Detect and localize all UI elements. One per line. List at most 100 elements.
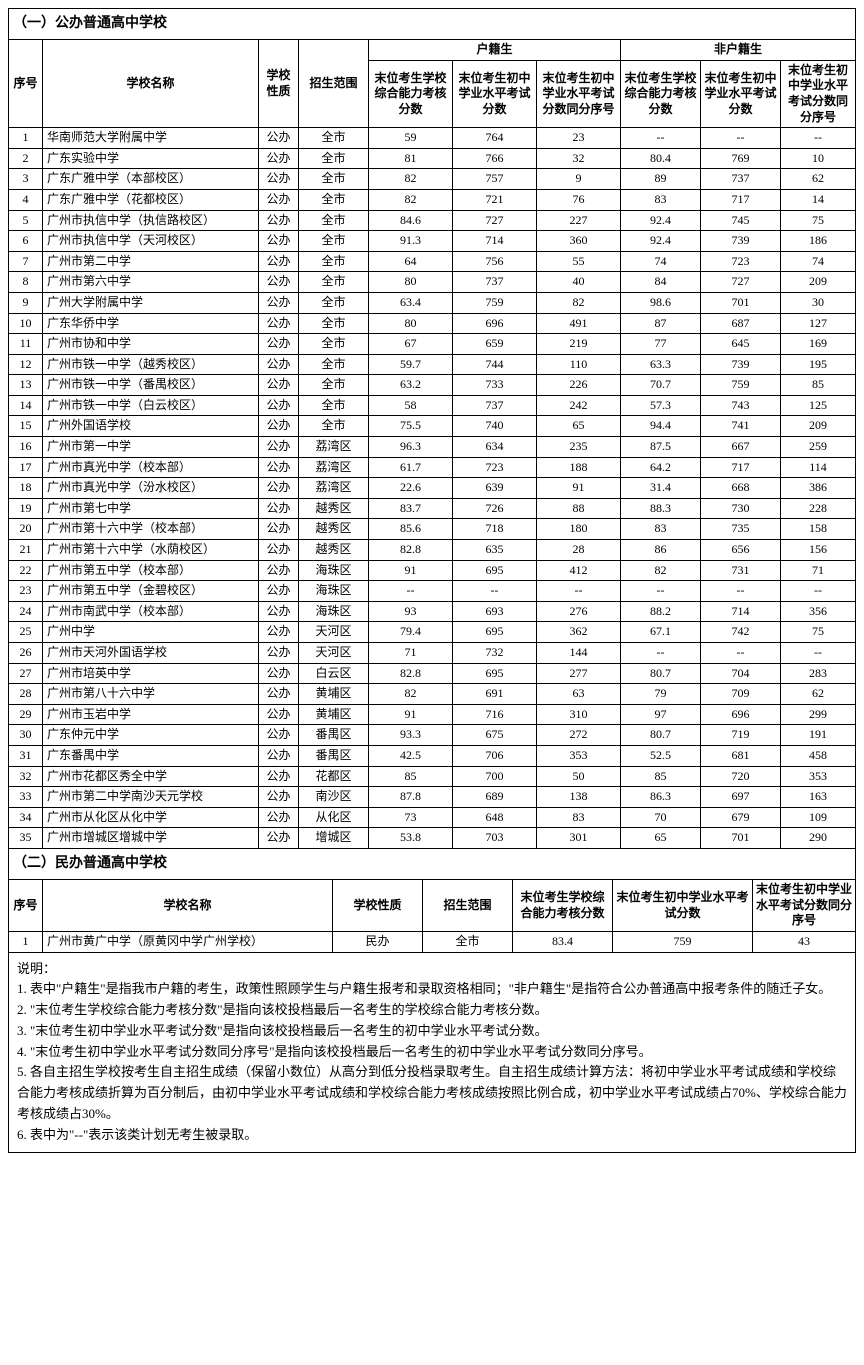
cell-scope: 番禺区 (299, 745, 369, 766)
cell-a: -- (369, 581, 453, 602)
cell-e: 727 (701, 272, 781, 293)
cell-f: 259 (781, 437, 856, 458)
cell-f: 75 (781, 622, 856, 643)
cell-name: 广州市玉岩中学 (43, 704, 259, 725)
cell-f: 299 (781, 704, 856, 725)
cell-nature: 公办 (259, 169, 299, 190)
cell-seq: 5 (9, 210, 43, 231)
cell-scope: 荔湾区 (299, 457, 369, 478)
cell-seq: 21 (9, 540, 43, 561)
cell-name: 广州市铁一中学（番禺校区） (43, 375, 259, 396)
cell-f: 109 (781, 807, 856, 828)
cell-name: 广州市第五中学（校本部） (43, 560, 259, 581)
cell-d: 86.3 (621, 787, 701, 808)
cell-b: 716 (453, 704, 537, 725)
cell-f: 14 (781, 189, 856, 210)
cell-nature: 公办 (259, 128, 299, 149)
table-row: 35广州市增城区增城中学公办增城区53.870330165701290 (9, 828, 856, 849)
cell-e: 656 (701, 540, 781, 561)
cell-f: 209 (781, 272, 856, 293)
cell-e: 730 (701, 498, 781, 519)
cell-e: 731 (701, 560, 781, 581)
cell-scope: 全市 (299, 375, 369, 396)
cell-nature: 公办 (259, 540, 299, 561)
cell-seq: 10 (9, 313, 43, 334)
cell-c: 91 (537, 478, 621, 499)
cell2-c: 43 (753, 931, 856, 952)
cell-scope: 全市 (299, 128, 369, 149)
cell-name: 广州外国语学校 (43, 416, 259, 437)
table-row: 29广州市玉岩中学公办黄埔区9171631097696299 (9, 704, 856, 725)
cell-e: 668 (701, 478, 781, 499)
table-row: 10广东华侨中学公办全市8069649187687127 (9, 313, 856, 334)
cell-d: -- (621, 128, 701, 149)
cell2-a: 83.4 (513, 931, 613, 952)
cell-name: 广东番禺中学 (43, 745, 259, 766)
cell-f: 71 (781, 560, 856, 581)
cell-d: 83 (621, 519, 701, 540)
cell-b: 706 (453, 745, 537, 766)
cell2-b: 759 (613, 931, 753, 952)
th2-nature: 学校性质 (333, 880, 423, 932)
cell-d: 88.2 (621, 601, 701, 622)
th-seq: 序号 (9, 40, 43, 128)
cell-e: 735 (701, 519, 781, 540)
cell-nature: 公办 (259, 334, 299, 355)
cell-nature: 公办 (259, 313, 299, 334)
cell-f: 114 (781, 457, 856, 478)
cell-name: 广州市铁一中学（越秀校区） (43, 354, 259, 375)
cell-d: 87 (621, 313, 701, 334)
cell-a: 96.3 (369, 437, 453, 458)
cell-c: 110 (537, 354, 621, 375)
cell-seq: 4 (9, 189, 43, 210)
cell-seq: 15 (9, 416, 43, 437)
cell-c: 412 (537, 560, 621, 581)
table-row: 7广州市第二中学公办全市64756557472374 (9, 251, 856, 272)
cell-a: 82 (369, 189, 453, 210)
table-row: 3广东广雅中学（本部校区）公办全市8275798973762 (9, 169, 856, 190)
cell-b: 693 (453, 601, 537, 622)
cell-e: 717 (701, 189, 781, 210)
cell-a: 22.6 (369, 478, 453, 499)
cell-b: 635 (453, 540, 537, 561)
cell-scope: 越秀区 (299, 540, 369, 561)
cell-e: 720 (701, 766, 781, 787)
cell-b: 695 (453, 622, 537, 643)
cell2-scope: 全市 (423, 931, 513, 952)
table-row: 6广州市执信中学（天河校区）公办全市91.371436092.4739186 (9, 231, 856, 252)
cell-seq: 1 (9, 128, 43, 149)
cell-b: 659 (453, 334, 537, 355)
cell-b: 732 (453, 643, 537, 664)
cell-b: 737 (453, 272, 537, 293)
cell-a: 63.4 (369, 292, 453, 313)
cell-a: 87.8 (369, 787, 453, 808)
cell-seq: 13 (9, 375, 43, 396)
cell-c: 23 (537, 128, 621, 149)
cell-f: 169 (781, 334, 856, 355)
th-group-local: 户籍生 (369, 40, 621, 61)
table-row: 23广州市第五中学（金碧校区）公办海珠区------------ (9, 581, 856, 602)
cell-seq: 18 (9, 478, 43, 499)
cell-a: 83.7 (369, 498, 453, 519)
cell-b: 714 (453, 231, 537, 252)
cell-scope: 白云区 (299, 663, 369, 684)
cell-d: 88.3 (621, 498, 701, 519)
cell-seq: 20 (9, 519, 43, 540)
table-row: 20广州市第十六中学（校本部）公办越秀区85.671818083735158 (9, 519, 856, 540)
table-row: 16广州市第一中学公办荔湾区96.363423587.5667259 (9, 437, 856, 458)
cell-c: 362 (537, 622, 621, 643)
cell-name: 广州市铁一中学（白云校区） (43, 395, 259, 416)
cell-name: 广州市从化区从化中学 (43, 807, 259, 828)
cell-d: 80.4 (621, 148, 701, 169)
cell-c: 277 (537, 663, 621, 684)
table-row: 11广州市协和中学公办全市6765921977645169 (9, 334, 856, 355)
cell-scope: 全市 (299, 231, 369, 252)
cell-name: 广州市第六中学 (43, 272, 259, 293)
note-4: 4. "末位考生初中学业水平考试分数同分序号"是指向该校投档最后一名考生的初中学… (17, 1042, 847, 1063)
cell-seq: 27 (9, 663, 43, 684)
table-row: 21广州市第十六中学（水荫校区）公办越秀区82.86352886656156 (9, 540, 856, 561)
cell-nature: 公办 (259, 272, 299, 293)
header-row-1: 序号 学校名称 学校性质 招生范围 户籍生 非户籍生 (9, 40, 856, 61)
cell-b: 733 (453, 375, 537, 396)
cell-e: -- (701, 643, 781, 664)
